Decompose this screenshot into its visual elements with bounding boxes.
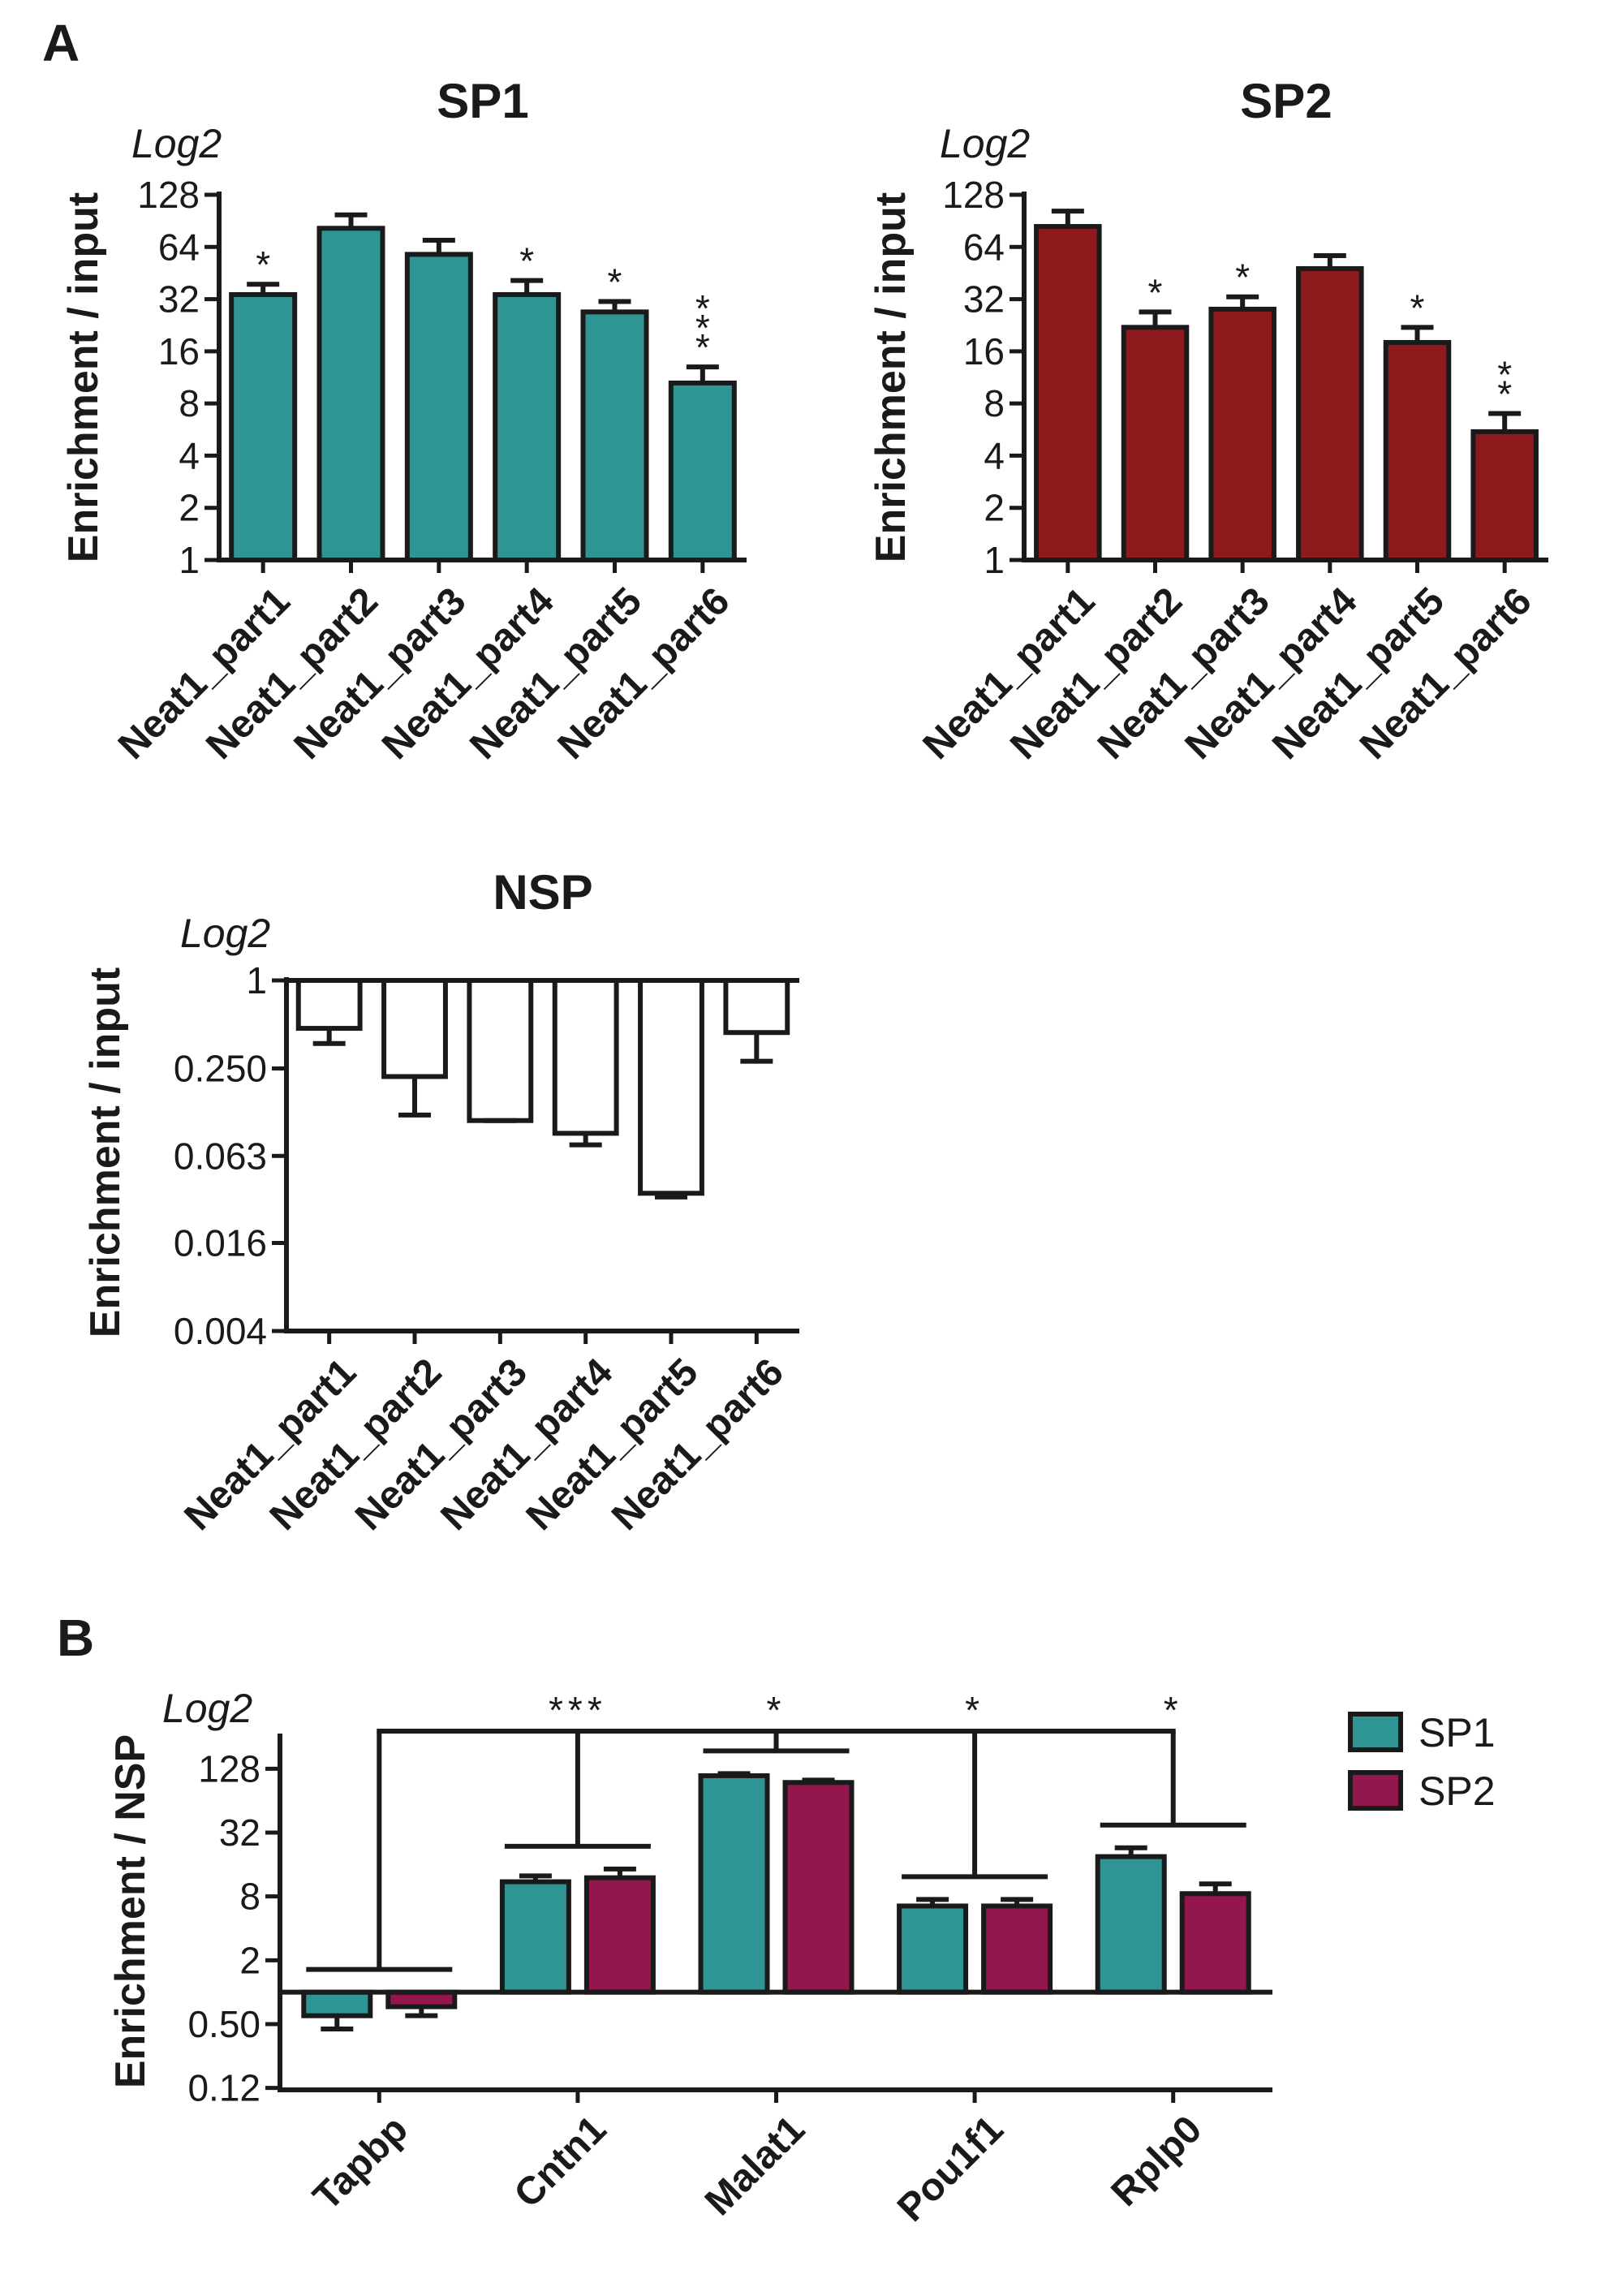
- bar-4: [493, 291, 562, 562]
- y-tick-label-5: 16: [158, 330, 200, 373]
- legend-label-sp2: SP2: [1419, 1768, 1496, 1814]
- y-tick-label-3: 4: [179, 434, 200, 476]
- scale-label: Log2: [162, 1686, 252, 1731]
- scale-label: Log2: [940, 121, 1030, 166]
- panel-label-a: A: [42, 14, 80, 72]
- x-tick-label-1: Tapbp: [305, 2108, 416, 2219]
- bar-4: [1296, 265, 1364, 562]
- significance-star-5: *: [1410, 286, 1425, 329]
- significance-pou1f1: *: [965, 1689, 984, 1731]
- significance-cntn1: ***: [549, 1689, 607, 1731]
- significance-star-5: *: [608, 261, 622, 304]
- chart-title: SP1: [437, 74, 528, 128]
- y-tick-label-2: 2: [984, 487, 1005, 529]
- significance-star-6: *: [695, 307, 710, 349]
- significance-star-6: *: [1497, 373, 1512, 416]
- bar-5: [638, 978, 704, 1196]
- bar-sp1-malat1: [698, 1773, 770, 1995]
- y-tick-label-3: 2: [239, 1939, 260, 1981]
- y-axis-label: Enrichment / input: [60, 192, 107, 562]
- significance-star-1: *: [256, 243, 270, 286]
- legend-swatch-sp1: [1348, 1712, 1403, 1752]
- y-tick-label-3: 4: [984, 434, 1005, 476]
- y-tick-label-1: 0.004: [174, 1310, 267, 1352]
- chart-title: NSP: [493, 865, 592, 920]
- bar-5: [1383, 339, 1452, 562]
- bar-sp2-cntn1: [583, 1875, 656, 1995]
- y-tick-label-2: 0.016: [174, 1222, 267, 1264]
- bar-3: [467, 978, 534, 1123]
- bar-sp2-pou1f1: [981, 1903, 1053, 1995]
- y-tick-label-8: 128: [942, 174, 1005, 216]
- significance-rplp0: *: [1164, 1689, 1183, 1731]
- y-tick-label-1: 1: [179, 539, 200, 581]
- chart-title: SP2: [1240, 74, 1332, 128]
- y-tick-label-6: 128: [198, 1747, 260, 1790]
- significance-star-6: *: [695, 326, 710, 368]
- y-tick-label-5: 1: [246, 959, 267, 1002]
- panel-label-b: B: [57, 1609, 94, 1667]
- bar-sp1-cntn1: [499, 1879, 571, 1995]
- y-tick-label-7: 64: [158, 226, 200, 268]
- bar-sp2-malat1: [782, 1780, 855, 1995]
- bar-sp1-pou1f1: [897, 1903, 969, 1995]
- y-tick-label-2: 2: [179, 487, 200, 529]
- legend-label-sp1: SP1: [1419, 1710, 1496, 1755]
- x-tick-label-2: Cntn1: [506, 2108, 615, 2216]
- bar-2: [381, 978, 448, 1079]
- y-axis-label: Enrichment / NSP: [107, 1734, 154, 2088]
- y-axis-label: Enrichment / input: [82, 967, 129, 1338]
- y-tick-label-6: 32: [158, 278, 200, 321]
- y-tick-label-4: 0.250: [174, 1047, 267, 1089]
- y-tick-label-1: 1: [984, 539, 1005, 581]
- significance-malat1: *: [767, 1689, 786, 1731]
- y-tick-label-4: 8: [984, 382, 1005, 424]
- bar-6: [1470, 429, 1539, 562]
- bar-sp2-rplp0: [1179, 1891, 1251, 1995]
- y-axis-label: Enrichment / input: [867, 192, 915, 562]
- significance-star-3: *: [1235, 256, 1250, 299]
- bar-3: [1208, 306, 1276, 562]
- significance-star-6: *: [1497, 354, 1512, 396]
- bar-5: [580, 309, 649, 562]
- bar-6: [723, 978, 790, 1036]
- bar-2: [1121, 325, 1190, 562]
- legend-swatch-sp2: [1348, 1770, 1403, 1811]
- bar-3: [404, 252, 473, 562]
- scale-label: Log2: [131, 121, 222, 166]
- y-tick-label-1: 0.12: [187, 2067, 260, 2109]
- y-tick-label-2: 0.50: [187, 2003, 260, 2045]
- y-tick-label-5: 16: [963, 330, 1005, 373]
- bar-4: [552, 978, 619, 1136]
- y-tick-label-4: 8: [179, 382, 200, 424]
- y-tick-label-3: 0.063: [174, 1135, 267, 1177]
- y-tick-label-8: 128: [137, 174, 200, 216]
- significance-star-4: *: [519, 240, 534, 282]
- bar-2: [316, 226, 385, 562]
- bar-1: [1034, 224, 1102, 562]
- scale-label: Log2: [180, 911, 270, 956]
- x-tick-label-5: Rplp0: [1103, 2108, 1210, 2215]
- bar-6: [668, 380, 737, 562]
- y-tick-label-7: 64: [963, 226, 1005, 268]
- y-tick-label-5: 32: [219, 1811, 260, 1854]
- bar-sp1-tapbp: [301, 1989, 373, 2018]
- significance-star-2: *: [1148, 271, 1163, 313]
- bar-1: [295, 978, 363, 1032]
- x-tick-label-4: Pou1f1: [889, 2108, 1012, 2230]
- x-tick-label-3: Malat1: [697, 2108, 813, 2224]
- bar-sp1-rplp0: [1095, 1854, 1167, 1995]
- significance-star-6: *: [695, 287, 710, 330]
- y-tick-label-6: 32: [963, 278, 1005, 321]
- bar-1: [229, 291, 298, 562]
- y-tick-label-4: 8: [239, 1876, 260, 1918]
